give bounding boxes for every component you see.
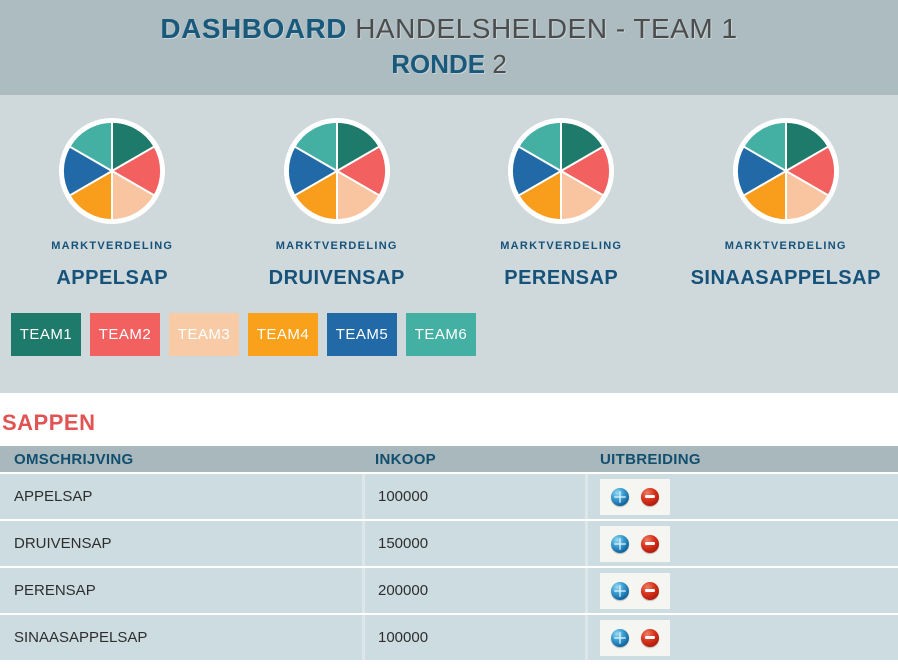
cell-inkoop: 100000	[362, 474, 585, 519]
table-row-appelsap: APPELSAP 100000	[0, 474, 898, 521]
pie-slice-team4	[68, 170, 114, 222]
table-body: APPELSAP 100000 DRUIVENSAP 150000 PERENS…	[0, 474, 898, 662]
cell-omschrijving: DRUIVENSAP	[14, 535, 112, 552]
round-title: RONDE 2	[0, 49, 898, 80]
dashboard-header: DASHBOARD HANDELSHELDEN - TEAM 1 RONDE 2	[0, 0, 898, 95]
pie-chart	[732, 117, 839, 225]
cell-inkoop: 200000	[362, 568, 585, 613]
plus-sphere-icon[interactable]	[611, 534, 630, 553]
pie-slice-team5	[735, 145, 787, 197]
pie-slice-team4	[293, 170, 338, 222]
product-name: SINAASAPPELSAP	[690, 267, 881, 289]
plus-sphere-icon[interactable]	[611, 581, 630, 600]
pie-slice-team5	[511, 145, 563, 197]
pie-slice-team3	[335, 170, 381, 222]
table-row-perensap: PERENSAP 200000	[0, 568, 898, 615]
round-title-strong: RONDE	[391, 49, 486, 79]
pie-slice-team1	[335, 120, 381, 172]
table-row-sinaasappelsap: SINAASAPPELSAP 100000	[0, 615, 898, 662]
col-header-inkoop: INKOOP	[375, 450, 436, 468]
pie-caption: MARKTVERDELING	[51, 240, 174, 252]
market-pie-cell: MARKTVERDELING PERENSAP	[449, 117, 674, 290]
page-title: DASHBOARD HANDELSHELDEN - TEAM 1	[0, 13, 898, 45]
pie-caption: MARKTVERDELING	[500, 240, 623, 252]
pie-chart	[59, 117, 166, 225]
minus-sphere-icon[interactable]	[640, 628, 659, 647]
pie-slice-team2	[560, 145, 612, 197]
table-header-row: OMSCHRIJVING INKOOP UITBREIDING	[0, 446, 898, 474]
cell-omschrijving: SINAASAPPELSAP	[14, 629, 148, 646]
pie-slice-team4	[742, 170, 787, 222]
sappen-section: SAPPEN OMSCHRIJVING INKOOP UITBREIDING A…	[0, 410, 898, 662]
minus-sphere-icon[interactable]	[640, 534, 659, 553]
cell-uitbreiding	[585, 615, 898, 660]
team-legend-button-team4[interactable]: TEAM4	[248, 313, 318, 356]
pie-slice-team3	[111, 170, 156, 222]
cell-uitbreiding	[585, 521, 898, 566]
pie-slice-team4	[517, 170, 563, 222]
pie-chart	[283, 117, 390, 225]
minus-sphere-icon[interactable]	[640, 487, 659, 506]
pie-slice-team2	[335, 145, 387, 197]
team-legend-button-team2[interactable]: TEAM2	[90, 313, 160, 356]
cell-uitbreiding	[585, 474, 898, 519]
team-legend-button-team1[interactable]: TEAM1	[11, 313, 81, 356]
pie-slice-team2	[784, 145, 836, 197]
pie-slice-team1	[560, 120, 605, 172]
pie-caption: MARKTVERDELING	[724, 240, 847, 252]
pie-caption: MARKTVERDELING	[275, 240, 398, 252]
uitbreiding-controls	[600, 478, 670, 515]
col-header-omschrijving: OMSCHRIJVING	[14, 450, 134, 468]
pie-slice-team1	[111, 120, 156, 172]
plus-sphere-icon[interactable]	[611, 628, 630, 647]
page-title-strong: DASHBOARD	[160, 13, 347, 44]
pie-slice-team5	[286, 145, 338, 197]
market-section: MARKTVERDELING APPELSAP MARKTVERDELING D…	[0, 95, 898, 393]
product-name: PERENSAP	[504, 267, 619, 289]
pie-slice-team6	[742, 120, 787, 172]
team-legend-button-team5[interactable]: TEAM5	[327, 313, 397, 356]
minus-sphere-icon[interactable]	[640, 581, 659, 600]
pie-slice-team6	[293, 120, 338, 172]
table-row-druivensap: DRUIVENSAP 150000	[0, 521, 898, 568]
pie-slice-team5	[62, 145, 114, 197]
col-header-uitbreiding: UITBREIDING	[600, 450, 701, 468]
section-title: SAPPEN	[2, 410, 96, 435]
pie-slice-team6	[517, 120, 563, 172]
cell-omschrijving: APPELSAP	[14, 488, 93, 505]
cell-uitbreiding	[585, 568, 898, 613]
pie-slice-team6	[68, 120, 114, 172]
round-title-rest: 2	[485, 49, 507, 79]
pie-slice-team2	[111, 145, 163, 197]
product-name: DRUIVENSAP	[268, 267, 405, 289]
team-legend-button-team3[interactable]: TEAM3	[169, 313, 239, 356]
pie-chart-row: MARKTVERDELING APPELSAP MARKTVERDELING D…	[0, 95, 898, 290]
pie-slice-team3	[784, 170, 830, 222]
team-legend-button-team6[interactable]: TEAM6	[406, 313, 476, 356]
cell-omschrijving: PERENSAP	[14, 582, 96, 599]
uitbreiding-controls	[600, 572, 670, 609]
uitbreiding-controls	[600, 619, 670, 656]
team-legend: TEAM1 TEAM2 TEAM3 TEAM4 TEAM5 TEAM6	[0, 313, 898, 356]
market-pie-cell: MARKTVERDELING APPELSAP	[0, 117, 225, 290]
page-title-rest: HANDELSHELDEN - TEAM 1	[346, 13, 738, 44]
cell-inkoop: 150000	[362, 521, 585, 566]
market-pie-cell: MARKTVERDELING SINAASAPPELSAP	[674, 117, 898, 290]
uitbreiding-controls	[600, 525, 670, 562]
product-name: APPELSAP	[56, 267, 169, 289]
pie-slice-team1	[784, 120, 830, 172]
cell-inkoop: 100000	[362, 615, 585, 660]
market-pie-cell: MARKTVERDELING DRUIVENSAP	[225, 117, 450, 290]
pie-slice-team3	[560, 170, 605, 222]
pie-chart	[508, 117, 615, 225]
plus-sphere-icon[interactable]	[611, 487, 630, 506]
